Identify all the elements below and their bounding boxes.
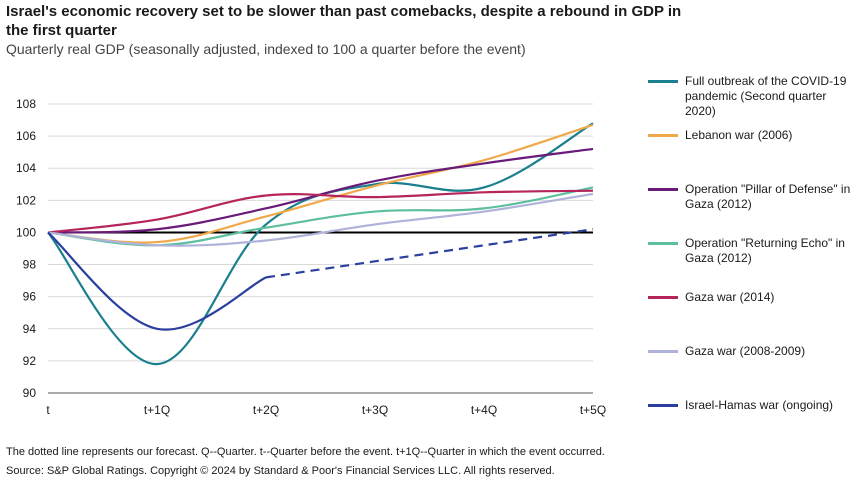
y-tick-label: 92 — [23, 354, 37, 368]
series-line-6 — [47, 231, 267, 331]
legend-label: Gaza war (2008-2009) — [685, 344, 806, 358]
x-axis-ticks: t t+1Q t+2Q t+3Q t+4Q t+5Q — [46, 403, 606, 417]
footnote: The dotted line represents our forecast.… — [6, 446, 605, 458]
legend-item: Gaza war (2014) — [648, 290, 855, 305]
legend-swatch — [648, 404, 678, 407]
legend-item: Gaza war (2008-2009) — [648, 344, 855, 359]
x-tick-label: t+5Q — [580, 403, 606, 417]
legend-swatch — [648, 350, 678, 353]
series-line-4 — [47, 189, 594, 234]
y-axis-ticks: 90 92 94 96 98 100 102 104 106 108 — [16, 97, 36, 400]
y-tick-label: 100 — [16, 225, 36, 239]
series-line-3 — [47, 186, 594, 247]
chart-title: Israel's economic recovery set to be slo… — [6, 3, 682, 39]
y-tick-label: 90 — [23, 386, 37, 400]
legend-item: Operation "Returning Echo" in Gaza (2012… — [648, 236, 855, 266]
y-tick-label: 108 — [16, 97, 36, 111]
legend-item: Lebanon war (2006) — [648, 128, 855, 143]
x-tick-label: t+4Q — [471, 403, 497, 417]
series-line-0 — [47, 122, 594, 366]
y-tick-label: 96 — [23, 290, 37, 304]
grid-lines — [48, 103, 593, 394]
y-tick-label: 98 — [23, 258, 37, 272]
x-tick-label: t — [46, 403, 50, 417]
y-tick-label: 102 — [16, 193, 36, 207]
series-lines — [47, 122, 594, 366]
legend-label: Lebanon war (2006) — [685, 128, 793, 142]
legend-label: Operation "Pillar of Defense" in Gaza (2… — [685, 182, 851, 211]
legend-item: Operation "Pillar of Defense" in Gaza (2… — [648, 182, 855, 212]
legend-label: Israel-Hamas war (ongoing) — [685, 398, 834, 412]
chart-subtitle: Quarterly real GDP (seasonally adjusted,… — [6, 41, 526, 57]
y-tick-label: 106 — [16, 129, 36, 143]
legend-item: Israel-Hamas war (ongoing) — [648, 398, 855, 413]
legend-swatch — [648, 134, 678, 137]
legend-swatch — [648, 188, 678, 191]
y-tick-label: 94 — [23, 322, 37, 336]
x-tick-label: t+2Q — [253, 403, 279, 417]
source-note: Source: S&P Global Ratings. Copyright © … — [6, 465, 555, 477]
legend-label: Operation "Returning Echo" in Gaza (2012… — [685, 236, 845, 265]
legend-swatch — [648, 296, 678, 299]
series-line-7 — [265, 228, 594, 279]
series-line-1 — [47, 123, 594, 244]
series-line-5 — [47, 192, 594, 247]
x-tick-label: t+1Q — [144, 403, 170, 417]
legend-item: Full outbreak of the COVID-19 pandemic (… — [648, 74, 855, 119]
x-tick-label: t+3Q — [362, 403, 388, 417]
legend-label: Full outbreak of the COVID-19 pandemic (… — [685, 74, 847, 118]
legend-swatch — [648, 80, 678, 83]
y-tick-label: 104 — [16, 161, 36, 175]
legend-swatch — [648, 242, 678, 245]
legend-label: Gaza war (2014) — [685, 290, 775, 304]
